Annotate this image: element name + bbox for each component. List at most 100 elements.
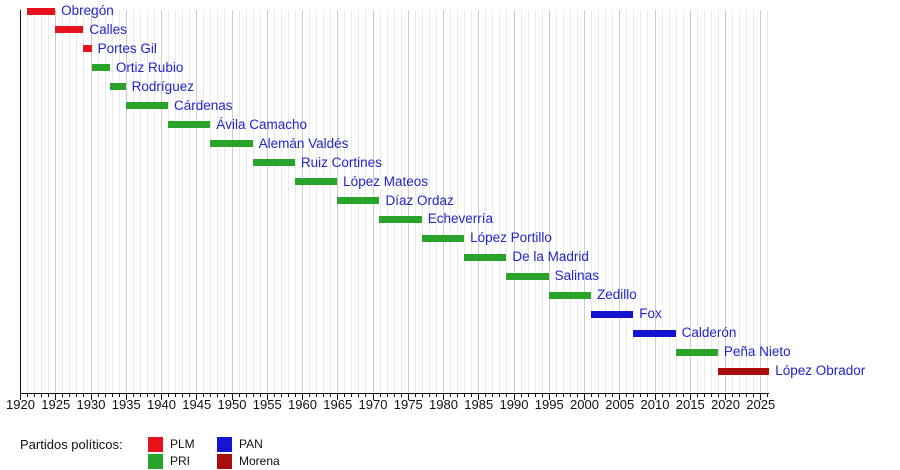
gridline-minor xyxy=(104,10,106,393)
axis-tick-label: 1950 xyxy=(217,397,247,412)
axis-tick-minor xyxy=(506,394,508,397)
gridline-minor xyxy=(534,10,536,393)
axis-tick-minor xyxy=(450,394,452,397)
gridline-minor xyxy=(492,10,494,393)
gridline-minor xyxy=(217,10,219,393)
gridline-major xyxy=(689,10,691,393)
president-bar xyxy=(464,253,507,261)
gridline-minor xyxy=(435,10,437,393)
axis-tick-minor xyxy=(696,394,698,397)
gridline-minor xyxy=(464,10,466,393)
president-label: López Portillo xyxy=(470,230,552,246)
axis-tick-major xyxy=(619,394,621,400)
gridline-major xyxy=(513,10,515,393)
axis-tick-minor xyxy=(492,394,494,397)
president-bar xyxy=(421,234,465,242)
president-label: Ávila Camacho xyxy=(216,116,308,132)
gridline-minor xyxy=(612,10,614,393)
legend-item: PRI xyxy=(148,453,190,469)
axis-tick-minor xyxy=(287,394,289,397)
axis-tick-minor xyxy=(435,394,437,397)
gridline-minor xyxy=(224,10,226,393)
gridline-minor xyxy=(591,10,593,393)
axis-tick-minor xyxy=(175,394,177,397)
president-bar xyxy=(379,215,422,223)
axis-tick-minor xyxy=(393,394,395,397)
gridline-minor xyxy=(506,10,508,393)
axis-tick-minor xyxy=(224,394,226,397)
axis-tick-minor xyxy=(485,394,487,397)
gridline-minor xyxy=(316,10,318,393)
axis-tick-minor xyxy=(555,394,557,397)
gridline-major xyxy=(302,10,303,393)
axis-tick-major xyxy=(760,394,762,400)
president-bar xyxy=(210,140,253,148)
axis-tick-minor xyxy=(273,394,275,397)
gridline-minor xyxy=(576,10,578,393)
gridline-minor xyxy=(414,10,416,393)
gridline-major xyxy=(196,10,198,393)
axis-tick-label: 2010 xyxy=(640,397,670,412)
axis-tick-label: 2000 xyxy=(570,397,599,412)
gridline-major xyxy=(548,10,550,393)
axis-tick-minor xyxy=(62,394,64,397)
axis-tick-minor xyxy=(421,394,423,397)
axis-tick-minor xyxy=(668,394,670,397)
president-bar xyxy=(91,64,110,72)
axis-tick-major xyxy=(689,394,691,400)
axis-tick-label: 1965 xyxy=(323,397,353,412)
gridline-minor xyxy=(499,10,501,393)
gridline-minor xyxy=(379,10,381,393)
gridline-minor xyxy=(647,10,649,393)
president-label: Echeverría xyxy=(427,211,494,227)
axis-tick-label: 1925 xyxy=(41,397,71,412)
gridline-minor xyxy=(633,10,635,393)
president-label: Portes Gil xyxy=(97,40,157,56)
legend-item-label: PAN xyxy=(239,437,263,451)
gridline-major xyxy=(619,10,621,393)
axis-tick-minor xyxy=(400,394,402,397)
axis-tick-minor xyxy=(330,394,332,397)
axis-tick-minor xyxy=(48,394,50,397)
axis-tick-minor xyxy=(323,394,325,397)
axis-tick-minor xyxy=(591,394,593,397)
axis-tick-minor xyxy=(753,394,755,397)
axis-tick-major xyxy=(302,394,303,400)
axis-tick-major xyxy=(584,394,585,400)
gridline-minor xyxy=(541,10,543,393)
gridline-minor xyxy=(732,10,734,393)
gridline-minor xyxy=(48,10,50,393)
axis-tick-major xyxy=(548,394,550,400)
y-axis-line xyxy=(20,10,22,393)
axis-tick-label: 1980 xyxy=(429,397,458,412)
axis-tick-minor xyxy=(238,394,240,397)
axis-tick-minor xyxy=(414,394,416,397)
axis-tick-minor xyxy=(457,394,459,397)
gridline-major xyxy=(125,10,127,393)
axis-tick-minor xyxy=(351,394,353,397)
president-label: Ruiz Cortines xyxy=(300,154,382,170)
legend-title: Partidos políticos: xyxy=(20,437,123,452)
gridline-major xyxy=(443,10,444,393)
axis-tick-minor xyxy=(464,394,466,397)
president-label: Calderón xyxy=(681,325,737,341)
axis-tick-label: 2005 xyxy=(605,397,635,412)
president-bar xyxy=(675,348,718,356)
gridline-minor xyxy=(450,10,452,393)
axis-tick-minor xyxy=(280,394,282,397)
gridline-minor xyxy=(527,10,529,393)
president-bar xyxy=(83,45,92,53)
axis-tick-major xyxy=(90,394,92,400)
gridline-minor xyxy=(189,10,191,393)
gridline-minor xyxy=(182,10,184,393)
president-label: Obregón xyxy=(61,3,114,18)
axis-tick-minor xyxy=(69,394,71,397)
gridline-minor xyxy=(717,10,719,393)
gridline-minor xyxy=(168,10,170,393)
axis-tick-minor xyxy=(527,394,529,397)
plot-area: 1920 1925 1930 1935 1940 1945 1950 1955 1960 1965… xyxy=(6,3,865,412)
axis-tick-minor xyxy=(189,394,191,397)
axis-tick-minor xyxy=(27,394,29,397)
gridline-minor xyxy=(175,10,177,393)
gridline-minor xyxy=(682,10,684,393)
